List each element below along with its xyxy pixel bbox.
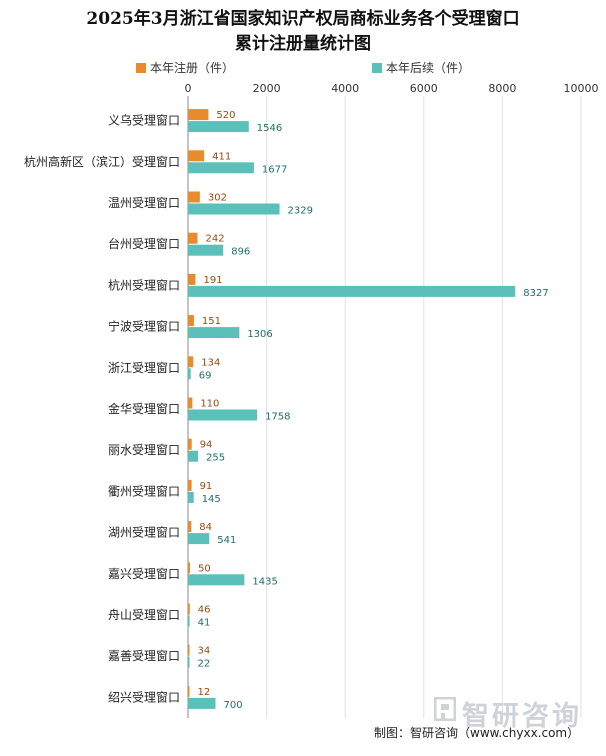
bar-followup: [188, 574, 245, 586]
bar-followup: [188, 533, 210, 545]
watermark: 智研咨询: [462, 701, 582, 732]
legend-label-registration: 本年注册（件）: [150, 61, 235, 75]
category-label: 义乌受理窗口: [108, 113, 180, 128]
bar-followup: [188, 697, 216, 709]
data-label-registration: 134: [201, 357, 220, 368]
legend-item-followup: 本年后续（件）: [372, 60, 470, 76]
bar-registration: [188, 479, 192, 491]
data-label-followup: 700: [224, 700, 243, 711]
data-label-followup: 541: [217, 535, 236, 546]
x-tick-label: 2000: [253, 82, 281, 95]
data-label-followup: 8327: [523, 288, 548, 299]
x-tick-label: 6000: [410, 82, 438, 95]
data-label-followup: 69: [199, 370, 212, 381]
data-label-followup: 41: [198, 618, 211, 629]
chart-title: 2025年3月浙江省国家知识产权局商标业务各个受理窗口: [86, 9, 520, 29]
source-note: 制图：智研咨询（www.chyxx.com）: [374, 726, 580, 740]
bar-registration: [188, 438, 192, 450]
bar-registration: [188, 562, 190, 574]
bar-registration: [188, 109, 209, 121]
data-label-followup: 1435: [252, 576, 277, 587]
x-tick-label: 8000: [488, 82, 516, 95]
data-label-followup: 255: [206, 453, 225, 464]
bar-registration: [188, 150, 205, 162]
data-label-registration: 12: [198, 687, 211, 698]
category-label: 温州受理窗口: [108, 196, 180, 210]
data-label-followup: 1758: [265, 412, 290, 423]
bar-followup: [188, 162, 254, 174]
chart-subtitle: 累计注册量统计图: [235, 34, 371, 54]
legend-swatch-followup: [372, 63, 382, 73]
data-label-registration: 91: [200, 481, 213, 492]
bar-followup: [188, 244, 224, 256]
bar-followup: [188, 327, 240, 339]
category-label: 宁波受理窗口: [108, 319, 180, 334]
bar-followup: [188, 656, 190, 668]
category-label: 金华受理窗口: [108, 401, 180, 416]
legend-label-followup: 本年后续（件）: [386, 61, 471, 75]
legend-swatch-registration: [136, 63, 146, 73]
data-label-registration: 46: [198, 605, 211, 616]
category-label: 丽水受理窗口: [108, 443, 180, 457]
bar-registration: [188, 191, 200, 203]
data-label-followup: 22: [198, 659, 211, 670]
bar-registration: [188, 644, 190, 656]
data-label-registration: 520: [216, 110, 235, 121]
category-label: 杭州高新区（滨江）受理窗口: [24, 154, 180, 169]
bar-registration: [188, 397, 193, 409]
data-label-followup: 896: [231, 247, 250, 258]
bar-followup: [188, 203, 280, 215]
data-label-followup: 1546: [257, 123, 282, 134]
bar-followup: [188, 285, 516, 297]
x-tick-label: 0: [185, 82, 192, 95]
x-tick-label: 4000: [331, 82, 359, 95]
bar-registration: [188, 273, 196, 285]
watermark-logo-icon: [434, 697, 456, 721]
bar-followup: [188, 491, 194, 503]
data-label-registration: 110: [200, 399, 219, 410]
bar-followup: [188, 368, 191, 380]
data-label-registration: 34: [198, 646, 211, 657]
category-label: 湖州受理窗口: [108, 525, 180, 540]
data-label-registration: 242: [206, 234, 225, 245]
bar-registration: [188, 685, 190, 697]
category-label: 绍兴受理窗口: [108, 690, 180, 704]
bar-followup: [188, 615, 190, 627]
bar-registration: [188, 232, 198, 244]
data-label-followup: 1306: [247, 329, 272, 340]
data-label-registration: 94: [200, 440, 213, 451]
data-label-followup: 145: [202, 494, 221, 505]
category-label: 嘉善受理窗口: [108, 648, 180, 663]
data-label-registration: 411: [212, 151, 231, 162]
data-label-registration: 151: [202, 316, 221, 327]
bar-followup: [188, 450, 199, 462]
bar-registration: [188, 315, 194, 327]
category-label: 台州受理窗口: [108, 236, 180, 251]
data-label-followup: 1677: [262, 164, 287, 175]
category-label: 衢州受理窗口: [108, 484, 180, 498]
category-label: 浙江受理窗口: [108, 361, 180, 375]
data-label-followup: 2329: [288, 206, 313, 217]
bar-registration: [188, 356, 194, 368]
category-label: 杭州受理窗口: [108, 277, 180, 292]
data-label-registration: 84: [199, 522, 212, 533]
bar-registration: [188, 603, 190, 615]
data-label-registration: 50: [198, 563, 211, 574]
category-label: 舟山受理窗口: [108, 608, 180, 622]
data-label-registration: 191: [204, 275, 223, 286]
bar-registration: [188, 521, 192, 533]
data-label-registration: 302: [208, 193, 227, 204]
category-label: 嘉兴受理窗口: [108, 567, 180, 581]
x-tick-label: 10000: [564, 82, 599, 95]
bar-followup: [188, 409, 258, 421]
legend-item-registration: 本年注册（件）: [136, 60, 234, 76]
bar-followup: [188, 121, 249, 133]
